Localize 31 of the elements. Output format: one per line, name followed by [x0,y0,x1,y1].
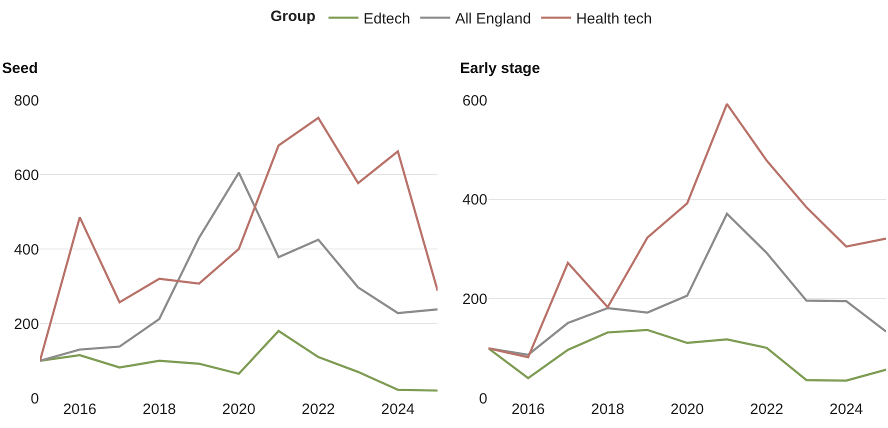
chart-title: Early stage [460,60,540,77]
legend-label: Health tech [576,10,652,28]
y-tick-label: 200 [14,316,39,333]
x-tick-label: 2022 [750,401,784,418]
legend-label: All England [455,10,532,28]
x-tick-label: 2020 [222,401,256,418]
y-tick-label: 200 [462,290,488,308]
line-series [488,212,886,356]
x-tick-label: 2018 [142,401,176,418]
y-tick-label: 400 [462,192,488,209]
line-series [488,328,886,382]
chart-title: Seed [2,60,38,77]
y-tick-label: 0 [30,390,39,408]
x-tick-label: 2018 [590,401,624,418]
y-tick-label: 800 [14,92,39,110]
line-series [40,330,438,392]
y-tick-label: 600 [462,92,488,110]
y-tick-label: 0 [479,390,488,408]
x-tick-label: 2016 [63,401,96,418]
x-tick-label: 2024 [381,401,415,418]
y-tick-label: 600 [14,166,39,184]
y-tick-label: 400 [14,241,39,258]
legend-title: Group [270,8,316,25]
line-series [40,172,438,362]
legend-label: Edtech [364,10,410,28]
x-tick-label: 2016 [511,401,545,418]
line-series [488,102,886,358]
x-tick-label: 2022 [302,401,336,418]
x-tick-label: 2020 [670,401,704,418]
x-tick-label: 2024 [830,401,863,418]
line-series [40,116,438,362]
